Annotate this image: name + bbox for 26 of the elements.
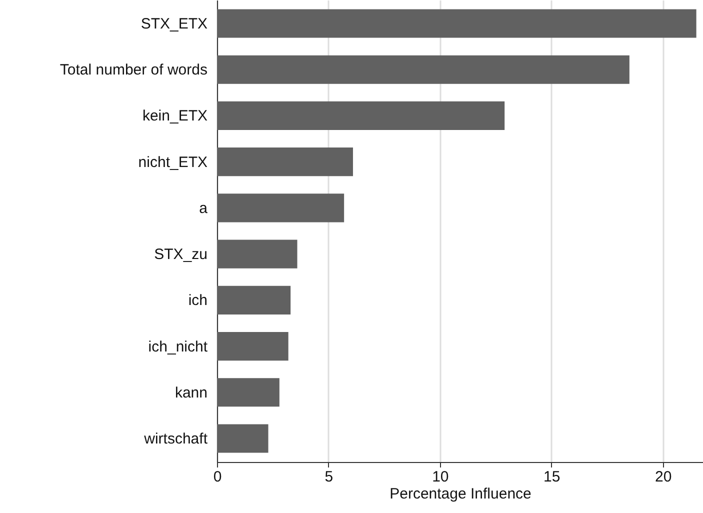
bar — [217, 332, 288, 361]
bar — [217, 148, 353, 176]
x-tick-label: 0 — [213, 468, 222, 486]
y-tick-label: ich — [188, 292, 208, 310]
y-tick-label: STX_ETX — [140, 16, 208, 33]
y-tick-label: ich_nicht — [148, 338, 208, 356]
y-tick-label: STX_zu — [154, 246, 208, 264]
y-tick-label: Total number of words — [60, 62, 208, 79]
x-tick-label: 15 — [544, 468, 560, 486]
y-tick-label: wirtschaft — [143, 430, 208, 448]
bar — [217, 101, 505, 130]
bar — [217, 9, 696, 38]
bar — [217, 424, 268, 453]
bar — [217, 286, 291, 314]
y-tick-label: nicht_ETX — [138, 154, 208, 171]
x-axis-title: Percentage Influence — [390, 486, 532, 502]
x-tick-label: 10 — [432, 468, 449, 486]
x-tick-label: 20 — [655, 468, 672, 486]
x-tick-label: 5 — [324, 468, 334, 486]
bar — [217, 240, 298, 268]
y-tick-label: kein_ETX — [142, 108, 208, 125]
y-tick-label: a — [199, 200, 208, 217]
bar — [217, 378, 280, 407]
bar — [217, 55, 630, 84]
y-tick-label: kann — [174, 384, 208, 402]
bar — [217, 194, 344, 222]
